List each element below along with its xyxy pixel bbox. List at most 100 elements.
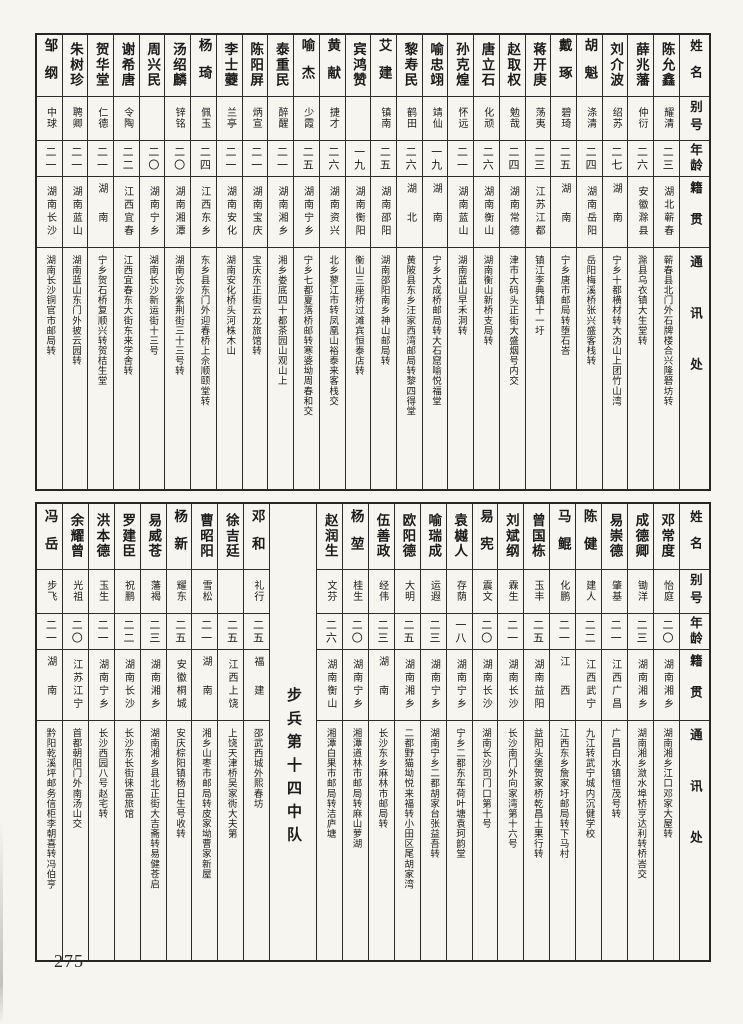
alias-cell: 兰亭 bbox=[216, 97, 242, 141]
age-cell: 二五 bbox=[294, 141, 319, 177]
header-name: 姓名 bbox=[679, 35, 709, 97]
address-cell: 岳阳梅溪桥张兴盛客栈转 bbox=[584, 255, 596, 366]
address-cell: 宁乡贺石桥复顺兴转贺桔生堂 bbox=[95, 255, 107, 386]
table-column: 黄献 捷才 二六 湖南资兴 北乡蓼江市转凤凰山裕泰来客栈交 bbox=[318, 35, 345, 489]
table-column: 罗建臣 祝鹏 二二 湖南长沙 长沙东长街徕富旅馆 bbox=[113, 504, 140, 960]
alias-cell: 运遐 bbox=[420, 570, 446, 614]
header-origin: 籍贯 bbox=[679, 650, 709, 721]
name-cell: 曾国栋 bbox=[524, 504, 550, 570]
section-divider-label: 步兵第十四中队 bbox=[285, 686, 303, 850]
origin-cell: 湖南安化 bbox=[216, 177, 242, 248]
header-age: 年龄 bbox=[679, 614, 709, 650]
name-cell: 赵润生 bbox=[317, 504, 343, 570]
table-column: 胡魁 涤清 二四 湖南岳阳 岳阳梅溪桥张兴盛客栈转 bbox=[575, 35, 602, 489]
age-cell: 一九 bbox=[422, 141, 448, 177]
age-cell: 一八 bbox=[446, 614, 472, 650]
alias-cell: 涤清 bbox=[576, 97, 602, 141]
alias-cell: 建人 bbox=[576, 570, 601, 614]
age-cell: 二五 bbox=[551, 141, 576, 177]
origin-cell: 江西宜春 bbox=[114, 177, 139, 248]
name-cell: 喻忠翊 bbox=[422, 35, 448, 97]
alias-cell: 震文 bbox=[472, 570, 498, 614]
address-cell: 衡山三座桥过滩宾恒泰店转 bbox=[352, 255, 364, 376]
age-cell: 二一 bbox=[36, 141, 62, 177]
alias-cell: 中球 bbox=[36, 97, 62, 141]
alias-cell: 大明 bbox=[394, 570, 420, 614]
alias-cell: 镇南 bbox=[371, 97, 396, 141]
alias-cell: 锌铭 bbox=[165, 97, 191, 141]
origin-cell: 湖南 bbox=[422, 177, 448, 248]
table-column: 赵润生 文芬 二六 湖南衡山 湘潭白果市邮局转洁庐塘 bbox=[316, 504, 343, 960]
table-column: 易崇德 肇基 二一 江西广昌 广昌白水镇恒茂号转 bbox=[600, 504, 627, 960]
address-cell: 东乡县东门外迎春桥上佘顺颐堂转 bbox=[198, 255, 210, 407]
name-cell: 谢希唐 bbox=[114, 35, 139, 97]
address-cell: 宁乡大成桥邮局转大石窟喻悦福堂 bbox=[430, 255, 441, 407]
alias-cell: 鹤田 bbox=[396, 97, 422, 141]
table-column: 周兴民 二〇 湖南宁乡 湖南长沙新运街十三号 bbox=[138, 35, 165, 489]
header-origin: 籍贯 bbox=[679, 177, 709, 248]
alias-cell: 祝鹏 bbox=[114, 570, 140, 614]
name-cell: 余耀曾 bbox=[62, 504, 88, 570]
alias-cell: 肇基 bbox=[601, 570, 627, 614]
name-cell: 喻瑞成 bbox=[420, 504, 446, 570]
age-cell: 二一 bbox=[448, 141, 474, 177]
alias-cell: 雪松 bbox=[192, 570, 218, 614]
alias-cell: 化鹏 bbox=[550, 570, 576, 614]
table-column: 邓和 礼行 二五 福建 邵武西城外熙春坊 bbox=[243, 504, 270, 960]
header-name: 姓名 bbox=[679, 504, 709, 570]
age-cell: 二三 bbox=[140, 614, 166, 650]
table-column: 余耀曾 光祖 二〇 江苏江宁 首都朝阳门外南汤山交 bbox=[61, 504, 88, 960]
origin-cell: 湖南湘乡 bbox=[268, 177, 294, 248]
page-number: 275 bbox=[54, 951, 84, 971]
origin-cell: 湖南蓝山 bbox=[62, 177, 88, 248]
address-cell: 湖南长沙铜官市邮局转 bbox=[44, 255, 56, 356]
address-cell: 长沙南门外向家湾第十六号 bbox=[505, 728, 517, 849]
origin-cell: 湖南宁乡 bbox=[88, 650, 114, 721]
address-cell: 黔阳乾溪坪邮务信柜李朝喜转冯伯亨 bbox=[44, 728, 56, 890]
origin-cell: 湖南 bbox=[37, 650, 62, 721]
age-cell: 二一 bbox=[550, 614, 576, 650]
name-cell: 周兴民 bbox=[139, 35, 165, 97]
tables-wrap: 姓名 别号 年龄 籍贯 通讯处 陈允鑫 耀清 二三 湖北蕲春 蕲春县北门外石牌楼合兴隆砮… bbox=[35, 33, 711, 973]
name-cell: 欧阳德 bbox=[394, 504, 420, 570]
age-cell: 二三 bbox=[368, 614, 394, 650]
table-column: 杨琦 佩玉 二四 江西东乡 东乡县东门外迎春桥上佘顺颐堂转 bbox=[190, 35, 216, 489]
name-cell: 袁樾人 bbox=[446, 504, 472, 570]
table-column: 戴琢 碧琦 二五 湖南 宁乡唐市邮局转堕石峇 bbox=[550, 35, 576, 489]
address-cell: 湖南蓝山早禾洞转 bbox=[455, 255, 467, 336]
origin-cell: 湖南湘乡 bbox=[140, 650, 166, 721]
alias-cell: 经伟 bbox=[368, 570, 394, 614]
address-cell: 长沙东长街徕富旅馆 bbox=[122, 728, 134, 819]
table-column: 陈健 建人 二二 江西武宁 九江转武宁城内沉健学校 bbox=[575, 504, 601, 960]
table-column: 陈允鑫 耀清 二三 湖北蕲春 蕲春县北门外石牌楼合兴隆砮坊转 bbox=[653, 35, 679, 489]
table-column: 孙克煌 怀远 二一 湖南蓝山 湖南蓝山早禾洞转 bbox=[447, 35, 474, 489]
address-cell: 湖南湘乡县北正街大吉斋转易健苍启 bbox=[148, 728, 160, 890]
alias-cell: 耀东 bbox=[166, 570, 192, 614]
origin-cell: 江西 bbox=[550, 650, 576, 721]
address-cell: 湖南长沙新运街十三号 bbox=[147, 255, 159, 356]
origin-cell: 湖南衡山 bbox=[474, 177, 499, 248]
age-cell: 二二 bbox=[576, 614, 601, 650]
name-cell: 曹昭阳 bbox=[192, 504, 218, 570]
name-cell: 陈健 bbox=[576, 504, 601, 570]
age-cell: 二四 bbox=[191, 141, 216, 177]
address-cell: 湖南宁乡二都胡家台张益吾转 bbox=[428, 728, 440, 859]
age-cell: 二五 bbox=[524, 614, 550, 650]
table-column: 刘介波 绍苏 二七 湖南 宁乡十都横材转大沩山上团竹山湾 bbox=[601, 35, 628, 489]
origin-cell: 湖南湘乡 bbox=[653, 650, 679, 721]
name-cell: 薛兆藩 bbox=[628, 35, 654, 97]
alias-cell: 碧琦 bbox=[551, 97, 576, 141]
age-cell: 二一 bbox=[37, 614, 62, 650]
age-cell: 二一 bbox=[62, 141, 88, 177]
name-cell: 汤绍麟 bbox=[165, 35, 191, 97]
address-cell: 湖南邵阳南乡神山邮局转 bbox=[378, 255, 390, 366]
table-column: 汤绍麟 锌铭 二〇 湖南湘潭 湖南长沙紫荆街三十三号转 bbox=[164, 35, 191, 489]
alias-cell: 怀远 bbox=[448, 97, 474, 141]
address-cell: 黄陂县东乡汪家西湾邮局转黎四得堂 bbox=[404, 255, 416, 417]
table-column: 艾建 镇南 二五 湖南邵阳 湖南邵阳南乡神山邮局转 bbox=[370, 35, 396, 489]
address-cell: 首都朝阳门外南汤山交 bbox=[70, 728, 82, 829]
address-cell: 宁乡十都横材转大沩山上团竹山湾 bbox=[610, 255, 622, 407]
origin-cell: 湖南宁乡 bbox=[139, 177, 165, 248]
origin-cell: 湖北 bbox=[396, 177, 422, 248]
origin-cell: 湖南 bbox=[88, 177, 114, 248]
